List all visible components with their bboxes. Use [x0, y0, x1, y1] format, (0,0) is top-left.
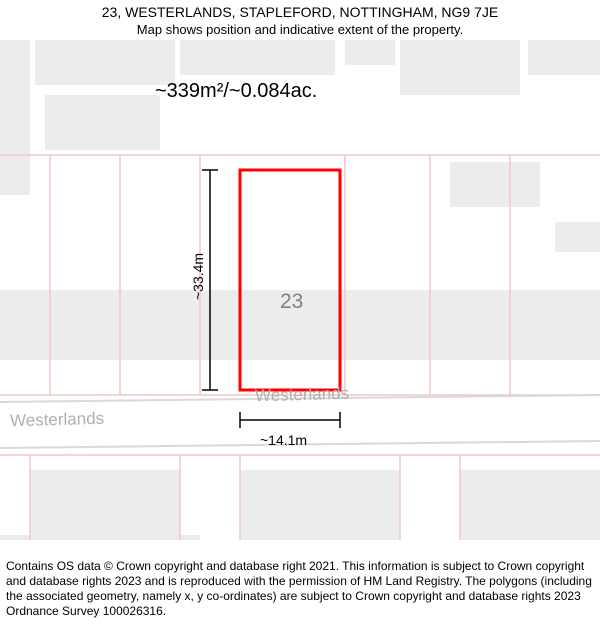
header-title: 23, WESTERLANDS, STAPLEFORD, NOTTINGHAM,…: [0, 4, 600, 22]
header: 23, WESTERLANDS, STAPLEFORD, NOTTINGHAM,…: [0, 0, 600, 38]
road-name-label: Westerlands: [255, 384, 350, 406]
header-subtitle: Map shows position and indicative extent…: [0, 22, 600, 38]
footer-attribution: Contains OS data © Crown copyright and d…: [6, 559, 594, 619]
road-name-label-secondary: Westerlands: [10, 409, 105, 431]
width-dimension-label: ~14.1m: [260, 432, 307, 448]
area-label: ~339m²/~0.084ac.: [155, 80, 317, 103]
page: 23, WESTERLANDS, STAPLEFORD, NOTTINGHAM,…: [0, 0, 600, 625]
plot-number-label: 23: [280, 290, 303, 314]
height-dimension-label: ~33.4m: [190, 253, 206, 300]
